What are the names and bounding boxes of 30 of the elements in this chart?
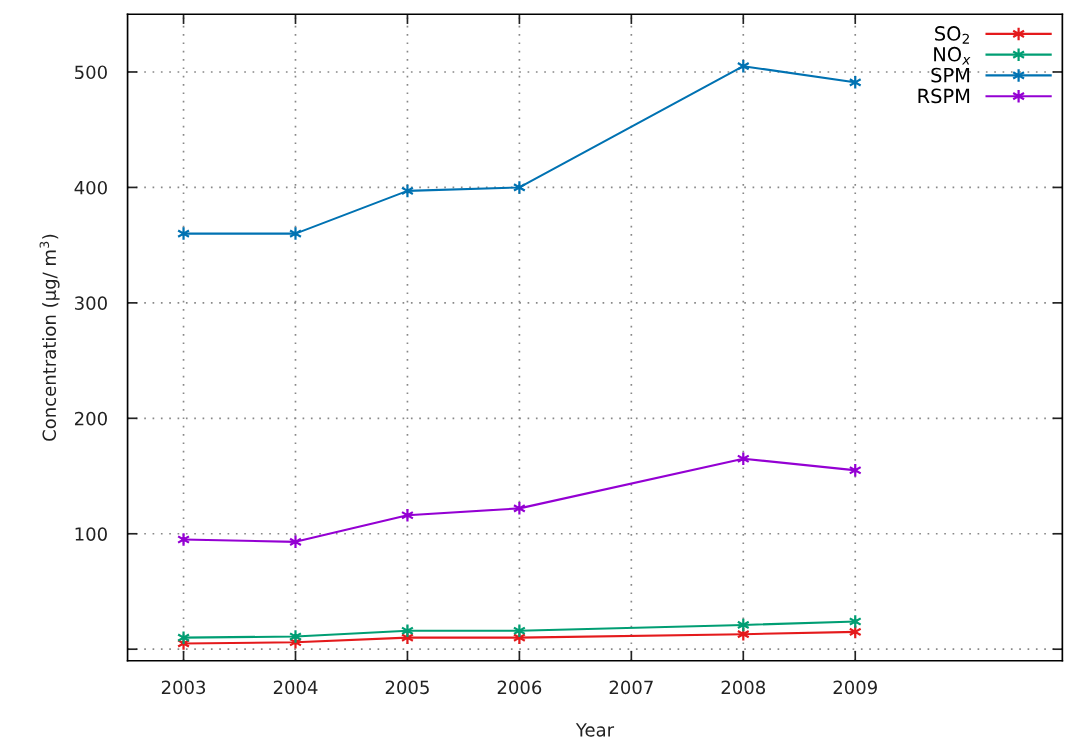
x-tick-label: 2008: [721, 680, 766, 695]
legend-label: NO$_{x}$: [934, 46, 971, 65]
x-tick-label: 2003: [161, 680, 206, 695]
point: [288, 629, 303, 644]
y-tick-label: 400: [74, 180, 107, 195]
y-tick-label: 100: [75, 527, 107, 541]
point: [288, 226, 303, 241]
x-tick-label: 2007: [609, 680, 653, 695]
point: [177, 226, 191, 241]
point: [400, 507, 414, 523]
x-tick-label: 2004: [273, 680, 318, 695]
point: [512, 180, 526, 195]
x-tick-label: 2005: [385, 680, 429, 695]
point: [400, 183, 414, 199]
point: [512, 501, 526, 516]
y-tick-label: 500: [75, 65, 107, 80]
x-axis-title: Year: [575, 723, 615, 737]
point: [177, 630, 191, 646]
point: [512, 623, 526, 639]
legend-label: SPM: [931, 67, 970, 83]
point: [177, 532, 191, 547]
y-tick-label: 200: [74, 411, 107, 426]
legend-label: SO$_{2}$: [935, 26, 969, 44]
point: [288, 534, 303, 550]
y-axis-title: Concentration (µg/ m$^{3}$): [39, 234, 60, 441]
x-tick-label: 2006: [497, 680, 542, 695]
x-tick-label: 2009: [833, 680, 877, 695]
y-tick-label: 300: [75, 296, 107, 310]
point: [400, 623, 414, 639]
legend-label: RSPM: [918, 88, 970, 104]
